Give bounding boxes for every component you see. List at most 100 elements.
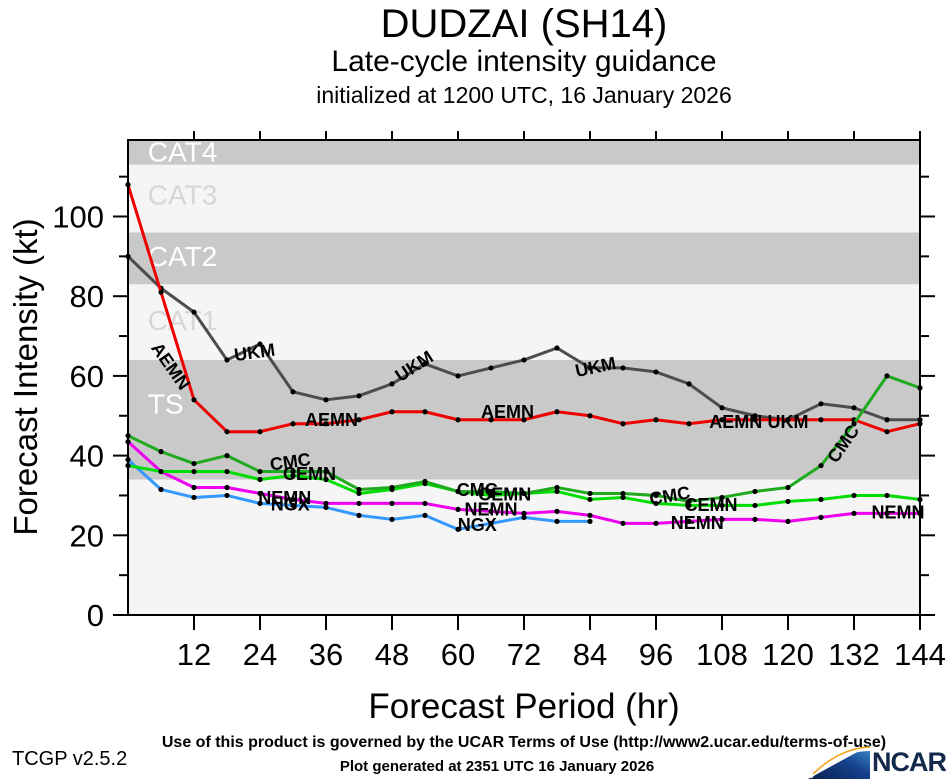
series-CMC-point [389, 484, 395, 491]
series-UKM-point [521, 357, 527, 363]
series-NGX-point [455, 526, 461, 532]
series-CMC-point [785, 484, 791, 491]
plot-generated-text: Plot generated at 2351 UTC 16 January 20… [339, 758, 655, 775]
storm-title: DUDZAI (SH14) [380, 2, 668, 46]
series-CEMN-point [686, 502, 692, 509]
series-label-CEMN: CEMN [685, 495, 738, 515]
init-time-line: initialized at 1200 UTC, 16 January 2026 [316, 82, 732, 108]
series-CMC-point [719, 494, 725, 501]
series-AEMN-point [884, 429, 890, 435]
x-tick-label: 84 [573, 637, 607, 672]
x-axis-title: Forecast Period (hr) [368, 687, 680, 726]
series-UKM-point [686, 381, 692, 387]
series-AEMN-point [620, 421, 626, 427]
series-AEMN-point [422, 409, 428, 415]
series-AEMN-point [356, 417, 362, 423]
series-NGX-point [290, 502, 296, 509]
series-CEMN-point [851, 492, 857, 499]
x-tick-label: 132 [828, 637, 880, 672]
x-tick-label: 72 [507, 637, 541, 672]
series-NEMN-point [521, 510, 527, 516]
series-label-NGX: NGX [458, 515, 497, 535]
series-label-CEMN: CEMN [283, 464, 336, 484]
series-CEMN-point [653, 500, 659, 507]
series-AEMN-point [488, 417, 494, 423]
series-AEMN-point [224, 429, 230, 435]
series-NEMN-point [686, 518, 692, 524]
series-NGX-point [554, 518, 560, 524]
series-label-AEMN: AEMN [305, 410, 358, 430]
series-CEMN-point [785, 498, 791, 505]
series-UKM-point [752, 413, 758, 419]
series-NEMN-point [620, 520, 626, 526]
series-AEMN-point [389, 409, 395, 415]
series-UKM-point [653, 369, 659, 375]
series-CMC-point [521, 490, 527, 497]
series-UKM-point [323, 397, 329, 403]
series-NEMN-point [356, 500, 362, 507]
series-NEMN-point [488, 508, 494, 514]
series-NEMN-point [752, 516, 758, 522]
series-NEMN-point [389, 500, 395, 507]
series-UKM-point [224, 357, 230, 363]
series-NEMN-point [851, 510, 857, 516]
series-NEMN-point [323, 500, 329, 507]
y-tick-label: 0 [87, 598, 104, 633]
series-AEMN-point [257, 429, 263, 435]
series-CEMN-point [224, 468, 230, 475]
x-tick-label: 24 [243, 637, 277, 672]
series-CMC-point [422, 478, 428, 485]
tcgp-version-text: TCGP v2.5.2 [12, 748, 128, 770]
series-NGX-point [356, 512, 362, 518]
terms-of-use-text: Use of this product is governed by the U… [161, 734, 887, 751]
series-CMC-point [224, 453, 230, 459]
series-AEMN-point [323, 421, 329, 427]
series-NGX-point [323, 504, 329, 511]
series-UKM-point [851, 405, 857, 411]
series-CMC-point [851, 421, 857, 427]
series-NGX-point [191, 494, 197, 501]
series-CMC-point [587, 490, 593, 497]
series-NGX-point [488, 520, 494, 526]
series-NEMN-point [884, 510, 890, 516]
y-tick-label: 80 [70, 279, 104, 314]
series-AEMN-point [521, 417, 527, 423]
series-CEMN-point [158, 468, 164, 475]
series-AEMN-point [587, 413, 593, 419]
series-CMC-point [653, 492, 659, 499]
series-AEMN-point [290, 421, 296, 427]
series-UKM-point [884, 417, 890, 423]
series-CMC-point [488, 488, 494, 495]
series-NGX-point [158, 486, 164, 493]
x-tick-label: 96 [639, 637, 673, 672]
series-AEMN-point [653, 417, 659, 423]
series-NEMN-point [422, 500, 428, 507]
series-CMC-point [191, 460, 197, 467]
series-label-NEMN: NEMN [671, 513, 724, 533]
series-CMC-point [686, 498, 692, 505]
series-UKM-point [356, 393, 362, 399]
series-label-AEMN: AEMN [709, 412, 762, 432]
series-AEMN-point [719, 417, 725, 423]
band-label-CAT2: CAT2 [148, 241, 218, 272]
series-CMC-point [257, 468, 263, 475]
series-label-NEMN: NEMN [465, 500, 518, 520]
band-label-CAT3: CAT3 [148, 179, 218, 210]
band-label-CAT4: CAT4 [148, 136, 218, 167]
series-CEMN-point [488, 492, 494, 499]
band-CAT2 [128, 232, 920, 285]
series-UKM-point [488, 365, 494, 371]
ncar-logo: NCAR [808, 743, 946, 779]
x-tick-label: 36 [309, 637, 343, 672]
series-CEMN-point [620, 494, 626, 501]
band-CAT1 [128, 284, 920, 360]
band-label-TS: TS [148, 389, 184, 420]
band-CAT3 [128, 164, 920, 233]
series-CEMN-point [290, 472, 296, 479]
series-label-CEMN: CEMN [478, 485, 531, 505]
x-tick-label: 144 [894, 637, 946, 672]
series-CEMN-point [257, 476, 263, 483]
series-CMC-point [323, 468, 329, 475]
